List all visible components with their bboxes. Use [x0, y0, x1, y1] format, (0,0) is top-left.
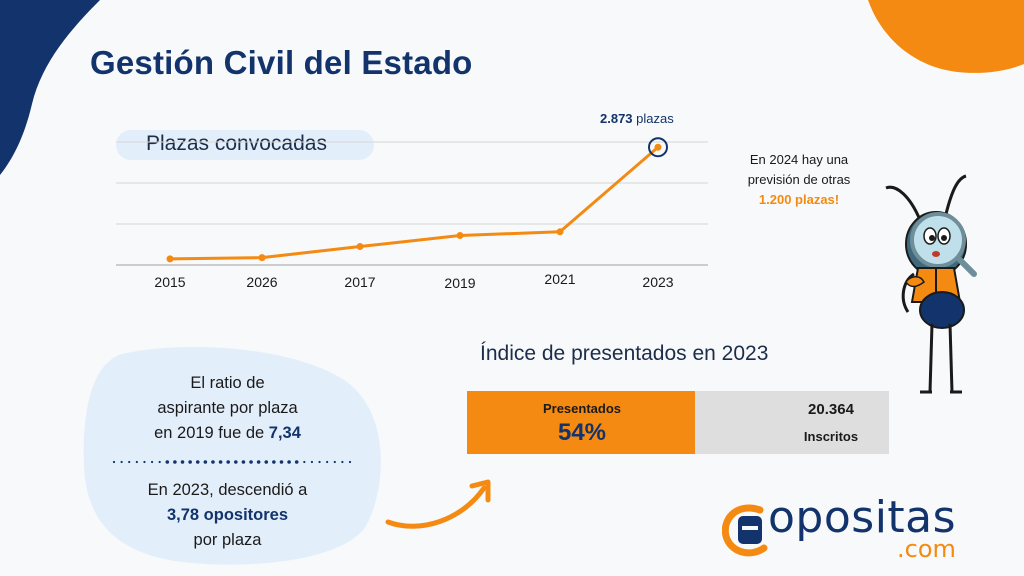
divider-dot — [234, 460, 238, 464]
divider-dot — [195, 460, 200, 464]
divider-dot — [173, 460, 177, 464]
chart-points — [166, 143, 662, 263]
bar-chart-title: Índice de presentados en 2023 — [480, 342, 769, 365]
ant-mascot-illustration — [885, 174, 977, 394]
divider-dot — [241, 460, 246, 464]
series-line-plazas — [168, 145, 660, 261]
forecast-highlight: 1.200 plazas! — [758, 192, 840, 207]
divider-dot — [188, 460, 192, 464]
presentados-label: Presentados — [542, 401, 622, 416]
inscritos-value: 20.364 — [808, 401, 854, 418]
divider-dot — [348, 460, 352, 464]
page-title: Gestión Civil del Estado — [90, 44, 473, 81]
divider-dot — [226, 460, 230, 464]
logo-domain: .com — [897, 535, 956, 563]
divider-dot — [112, 460, 116, 464]
ratio-2019-value: 7,34 — [268, 424, 301, 442]
divider-dot — [256, 460, 261, 464]
curved-arrow — [385, 479, 491, 529]
ratio-line-6: por plaza — [193, 531, 262, 549]
divider-dot — [203, 460, 208, 464]
x-tick-label: 2021 — [544, 271, 575, 287]
corner-shape-top-right — [868, 0, 1024, 73]
ratio-2019-prefix: en 2019 fue de — [154, 424, 265, 442]
data-point — [166, 255, 174, 263]
chart-title: Plazas convocadas — [146, 132, 327, 155]
corner-shape-top-left — [0, 0, 100, 175]
divider-dot — [218, 460, 223, 464]
divider-dot — [128, 460, 131, 464]
ratio-2023-value: 3,78 opositores — [166, 506, 289, 524]
divider-dot — [180, 460, 185, 464]
ratio-line-1: El ratio de — [190, 374, 265, 392]
logo-wordmark: opositas — [768, 492, 957, 543]
ratio-blob-background — [83, 346, 381, 565]
divider-dot — [279, 460, 284, 464]
logo-icon — [722, 504, 768, 557]
data-point — [356, 243, 364, 251]
divider-dot — [249, 460, 253, 464]
divider-dot — [165, 460, 170, 464]
divider-dot — [318, 460, 321, 464]
divider-dot — [326, 460, 329, 464]
ratio-line-4: En 2023, descendió a — [147, 481, 308, 499]
divider-dot — [143, 460, 146, 464]
bar-presentados — [467, 391, 695, 454]
peak-unit: plazas — [636, 111, 674, 126]
divider-dot — [287, 460, 291, 464]
ratio-line-2: aspirante por plaza — [157, 399, 298, 417]
divider-dot — [120, 460, 123, 464]
data-point — [258, 254, 266, 262]
data-point — [556, 228, 564, 236]
forecast-note: En 2024 hay una previsión de otras 1.200… — [716, 150, 882, 210]
divider-dot — [211, 460, 215, 464]
ratio-line-3: en 2019 fue de 7,34 — [95, 421, 360, 445]
x-axis-ticks: 2015 2026 2017 2019 2021 2023 — [154, 271, 673, 291]
peak-highlight-ring — [648, 137, 668, 158]
forecast-line-1: En 2024 hay una — [749, 152, 849, 167]
dotted-divider — [112, 460, 352, 464]
x-tick-label: 2023 — [642, 274, 673, 290]
divider-dot — [150, 460, 154, 464]
peak-annotation: 2.873 plazas — [600, 111, 674, 126]
divider-dot — [341, 460, 344, 464]
x-tick-label: 2026 — [246, 274, 277, 290]
presentados-value: 54% — [557, 419, 607, 446]
divider-dot — [294, 460, 299, 464]
x-tick-label: 2017 — [344, 274, 375, 290]
divider-dot — [303, 460, 306, 464]
divider-dot — [333, 460, 336, 464]
data-point — [654, 143, 662, 151]
x-tick-label: 2019 — [444, 275, 475, 291]
divider-dot — [264, 460, 269, 464]
forecast-line-2: previsión de otras — [747, 172, 851, 187]
chart-label-pill — [116, 130, 374, 160]
divider-dot — [310, 460, 314, 464]
divider-dot — [135, 460, 138, 464]
divider-dot — [158, 460, 161, 464]
x-tick-label: 2015 — [154, 274, 185, 290]
chart-grid — [116, 141, 708, 266]
inscritos-label: Inscritos — [803, 429, 859, 444]
divider-dot — [272, 460, 276, 464]
line-chart: 2015 2026 2017 2019 2021 2023 — [116, 137, 708, 291]
data-point — [456, 231, 464, 239]
peak-value: 2.873 — [600, 111, 633, 126]
